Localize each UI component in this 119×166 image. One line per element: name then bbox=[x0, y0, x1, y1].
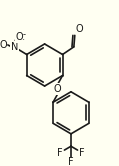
Text: O: O bbox=[15, 32, 23, 42]
Text: O: O bbox=[0, 40, 7, 50]
Text: F: F bbox=[79, 148, 85, 158]
Text: O: O bbox=[76, 24, 83, 34]
Text: F: F bbox=[68, 157, 74, 166]
Text: N: N bbox=[11, 42, 18, 52]
Text: -: - bbox=[23, 30, 26, 39]
Text: F: F bbox=[57, 148, 62, 158]
Text: O: O bbox=[54, 84, 62, 94]
Text: +: + bbox=[19, 37, 25, 43]
